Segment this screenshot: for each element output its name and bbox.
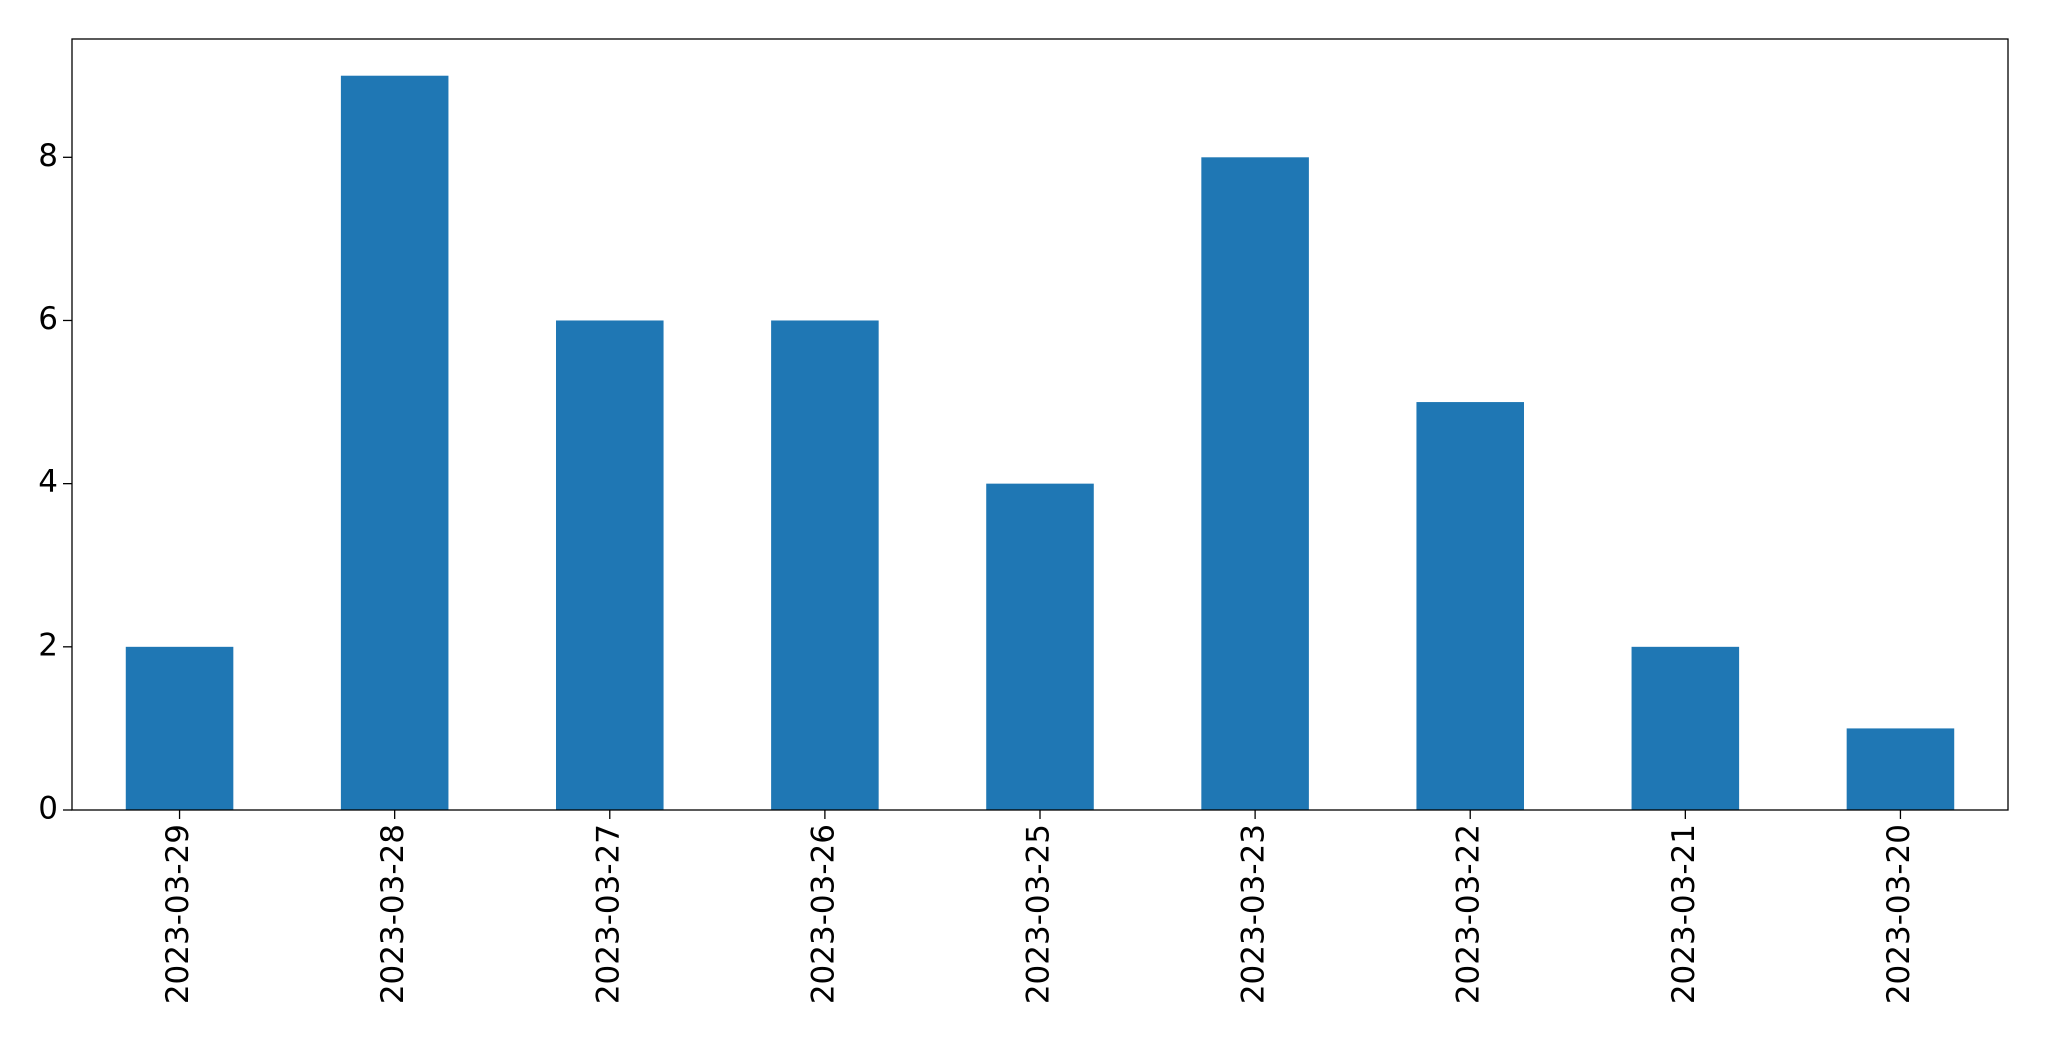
y-tick-label: 8	[38, 138, 58, 174]
x-tick-label: 2023-03-23	[1236, 824, 1272, 1004]
y-tick-label: 6	[38, 301, 58, 337]
bar	[1416, 402, 1524, 810]
x-tick-label: 2023-03-25	[1021, 824, 1057, 1004]
y-tick-label: 2	[38, 627, 58, 663]
y-tick-label: 4	[38, 464, 58, 500]
x-tick-label: 2023-03-21	[1666, 824, 1702, 1004]
x-tick-label: 2023-03-26	[805, 824, 841, 1004]
bar	[986, 483, 1094, 810]
bar	[556, 320, 664, 810]
bar	[771, 320, 879, 810]
plot-frame	[71, 38, 2009, 811]
x-tick-label: 2023-03-20	[1881, 824, 1917, 1004]
bar	[340, 75, 449, 810]
x-tick-label: 2023-03-28	[375, 824, 411, 1004]
x-tick-label: 2023-03-27	[590, 824, 626, 1004]
bar	[1846, 728, 1955, 810]
bar	[1631, 646, 1740, 810]
x-tick-label: 2023-03-29	[160, 824, 196, 1004]
bar	[125, 646, 234, 810]
bar	[1201, 157, 1309, 811]
y-tick-label: 0	[38, 791, 58, 827]
x-tick-label: 2023-03-22	[1451, 824, 1487, 1004]
